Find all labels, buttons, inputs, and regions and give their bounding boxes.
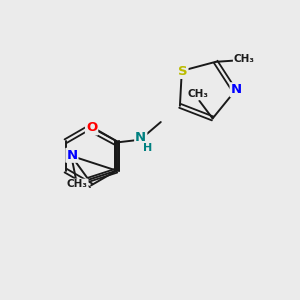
Text: S: S [178, 65, 188, 78]
Text: CH₃: CH₃ [234, 54, 255, 64]
Text: CH₃: CH₃ [67, 179, 88, 190]
Text: N: N [66, 149, 77, 162]
Text: N: N [135, 131, 146, 144]
Text: H: H [143, 143, 152, 153]
Text: N: N [231, 83, 242, 96]
Text: O: O [86, 122, 97, 134]
Text: CH₃: CH₃ [188, 89, 208, 99]
